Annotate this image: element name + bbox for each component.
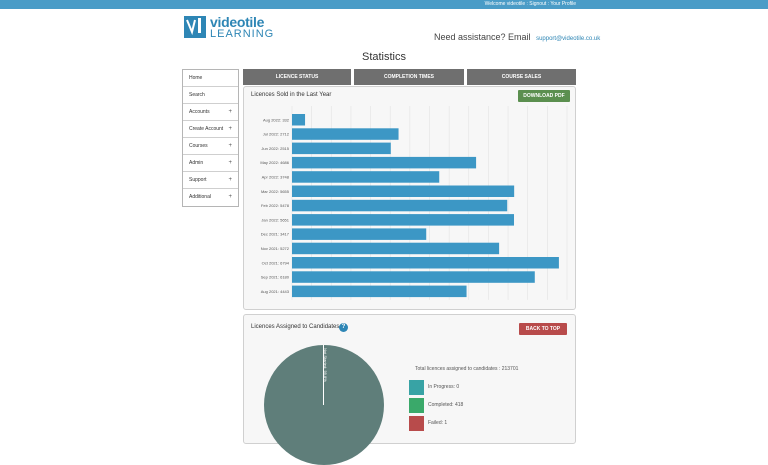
category-label: Nov 2021: 5272 [261,246,290,251]
download-pdf-button[interactable]: DOWNLOAD PDF [518,90,570,102]
sidebar-item-label: Support [189,177,207,183]
legend-label: Completed: 418 [428,402,464,408]
pie-slice-label: Not Started: 99.8% [323,348,328,382]
category-label: Jun 2022: 2515 [261,146,289,151]
category-label: Oct 2021: 6794 [262,260,290,265]
plus-icon: + [228,143,232,149]
sidebar-item-additional[interactable]: Additional + [183,189,238,206]
category-label: Jan 2022: 5651 [261,217,289,222]
sidebar-item-label: Admin [189,160,204,166]
sales-panel-title: Licences Sold in the Last Year [251,92,332,98]
legend-label: Failed: 1 [428,420,448,426]
bar[interactable] [292,285,467,298]
sidebar-item-admin[interactable]: Admin + [183,155,238,172]
sidebar-item-create-account[interactable]: Create Account + [183,121,238,138]
bar[interactable] [292,214,515,226]
plus-icon: + [228,177,232,183]
bar[interactable] [292,142,391,155]
bar[interactable] [292,199,508,212]
plus-icon: + [228,126,232,132]
category-label: Dec 2021: 3417 [261,232,290,237]
bar[interactable] [292,128,399,140]
back-to-top-button[interactable]: BACK TO TOP [519,323,567,335]
category-label: Sep 2021: 6180 [261,275,290,280]
sidebar-item-search[interactable]: Search [183,87,238,104]
logo[interactable]: videotile LEARNING [184,14,284,40]
category-label: Mar 2022: 5655 [261,189,290,194]
top-bar: Welcome videotile : Signout : Your Profi… [0,0,768,9]
sales-bar-chart: Aug 2022: 332 Jul 2022: 2712 Jun 2022: 251… [260,106,568,300]
bar[interactable] [292,185,515,198]
assistance-text: Need assistance? Email support@videotile… [434,32,600,42]
sidebar-nav: Home Search Accounts + Create Account + Co… [182,69,239,207]
tab-completion-times[interactable]: COMPLETION TIMES [354,69,464,85]
category-label: Aug 2021: 4443 [261,289,290,294]
logo-word: videotile [210,14,265,30]
legend-label: In Progress: 0 [428,384,460,390]
category-label: Aug 2022: 332 [263,117,290,122]
total-assigned-text: Total licences assigned to candidates : … [415,366,519,372]
sidebar-item-label: Additional [189,194,211,200]
category-label: Jul 2022: 2712 [263,132,290,137]
pie-divider [323,345,324,405]
bar[interactable] [292,156,477,169]
bar[interactable] [292,271,535,283]
legend-swatch [409,398,424,413]
category-label: Feb 2022: 5478 [261,203,290,208]
sidebar-item-accounts[interactable]: Accounts + [183,104,238,121]
plus-icon: + [228,109,232,115]
tab-course-sales[interactable]: COURSE SALES [467,69,576,85]
logo-mark-icon [184,16,206,38]
sidebar-item-label: Create Account [189,126,224,132]
legend-item-in-progress: In Progress: 0 [409,380,549,395]
page-title: Statistics [361,51,406,63]
bar[interactable] [292,242,500,255]
bar[interactable] [292,257,559,269]
assistance-label: Need assistance? Email [434,32,531,42]
candidates-panel-title: Licences Assigned to Candidates [251,324,340,330]
tab-licence-status[interactable]: LICENCE STATUS [243,69,351,85]
sidebar-item-home[interactable]: Home [183,70,238,87]
sidebar-item-courses[interactable]: Courses + [183,138,238,155]
plus-icon: + [228,160,232,166]
stats-tabs: LICENCE STATUS COMPLETION TIMES COURSE S… [243,69,576,85]
category-label: Apr 2022: 3748 [262,174,290,179]
legend-item-completed: Completed: 418 [409,398,549,413]
sidebar-item-label: Home [189,75,203,81]
sidebar-item-support[interactable]: Support + [183,172,238,189]
legend-item-failed: Failed: 1 [409,416,549,431]
bar[interactable] [292,171,440,183]
plus-icon: + [228,194,232,200]
user-links[interactable]: Welcome videotile : Signout : Your Profi… [484,1,576,7]
bar[interactable] [292,228,427,240]
support-email-link[interactable]: support@videotile.co.uk [536,36,601,42]
legend-swatch [409,380,424,395]
bar[interactable] [292,114,306,126]
legend-swatch [409,416,424,431]
sidebar-item-label: Courses [189,143,208,149]
sidebar-item-label: Search [189,92,205,98]
category-label: May 2022: 4686 [260,160,289,165]
help-icon[interactable]: ? [339,323,348,332]
sidebar-item-label: Accounts [189,109,210,115]
logo-subtitle: LEARNING [210,28,275,40]
